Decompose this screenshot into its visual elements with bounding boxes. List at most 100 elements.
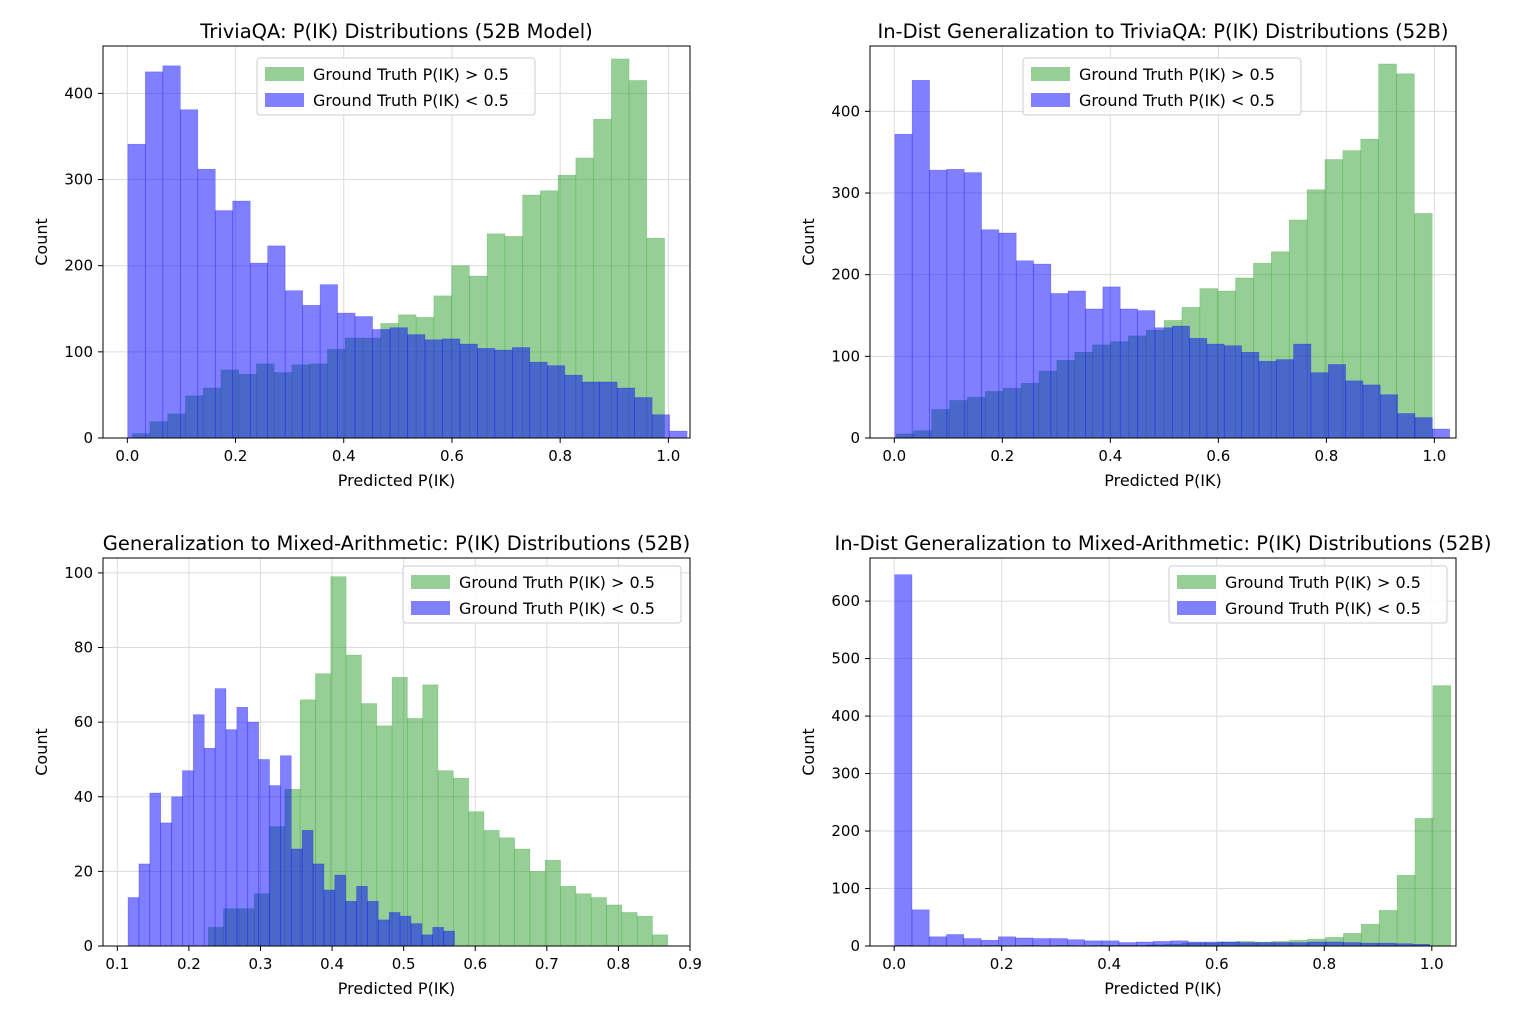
histogram-bar-blue: [494, 349, 513, 439]
x-tick-label: 0.6: [440, 447, 464, 465]
histogram-bar-blue: [1222, 941, 1241, 947]
histogram-bar-blue: [354, 316, 373, 439]
histogram-bar-blue: [389, 327, 408, 439]
histogram-bar-blue: [1136, 941, 1154, 947]
histogram-bar-blue: [911, 80, 930, 439]
histogram-bar-blue: [1187, 941, 1206, 947]
histogram-bar-blue: [236, 706, 249, 947]
x-tick-label: 0.2: [224, 447, 248, 465]
x-tick-label: 0.4: [332, 447, 356, 465]
histogram-bar-blue: [1345, 380, 1364, 439]
histogram-bar-blue: [356, 886, 368, 947]
histogram-bar-blue: [1171, 325, 1190, 439]
x-tick-label: 0.2: [177, 955, 201, 973]
y-axis-label: Count: [799, 218, 818, 266]
y-tick-label: 100: [831, 347, 860, 365]
x-axis-label: Predicted P(IK): [1104, 471, 1222, 490]
legend-swatch-green: [265, 67, 304, 81]
histogram-bar-blue: [1274, 942, 1292, 947]
histogram-bar-green: [1378, 910, 1398, 947]
histogram-bar-green: [437, 770, 454, 947]
y-axis-label: Count: [32, 728, 51, 776]
legend-entry-label: Ground Truth P(IK) < 0.5: [459, 599, 655, 618]
histogram-bar-blue: [1239, 942, 1258, 947]
histogram-bar-blue: [127, 897, 140, 947]
x-tick-label: 1.0: [656, 447, 680, 465]
histogram-bar-blue: [267, 245, 286, 439]
histogram-bar-blue: [980, 939, 999, 947]
x-tick-label: 0.4: [1098, 447, 1122, 465]
legend-frame: [402, 565, 682, 624]
y-tick-label: 0: [83, 429, 93, 447]
histogram-bar-blue: [443, 930, 455, 947]
histogram-bar-green: [1378, 63, 1397, 439]
legend-entry-label: Ground Truth P(IK) > 0.5: [313, 65, 509, 84]
histogram-bar-blue: [1101, 940, 1120, 947]
x-tick-label: 0.2: [990, 955, 1014, 973]
y-tick-label: 600: [831, 592, 860, 610]
histogram-bar-green: [575, 893, 592, 947]
y-tick-label: 300: [831, 765, 860, 783]
histogram-bar-blue: [1137, 310, 1156, 439]
histogram-bar-blue: [459, 343, 478, 439]
histogram-bar-blue: [1205, 941, 1223, 947]
y-tick-label: 0: [83, 937, 93, 955]
histogram-bar-blue: [1050, 293, 1069, 439]
histogram-bar-blue: [160, 822, 172, 947]
x-tick-label: 0.0: [882, 955, 906, 973]
histogram-bar-blue: [998, 232, 1017, 439]
plot-frame: [869, 557, 1457, 947]
histogram-bar-green: [529, 871, 546, 947]
legend-swatch-blue: [1031, 93, 1070, 107]
histogram-bar-blue: [1015, 260, 1034, 439]
histogram-bar-blue: [997, 936, 1016, 947]
series-blue: [127, 65, 688, 439]
x-tick-label: 0.8: [548, 447, 572, 465]
legend: Ground Truth P(IK) > 0.5 Ground Truth P(I…: [256, 57, 536, 116]
histogram-bar-blue: [599, 381, 618, 439]
x-tick-label: 0.8: [1312, 955, 1336, 973]
y-tick-label: 40: [74, 788, 93, 806]
histogram-bar-blue: [963, 172, 982, 439]
histogram-bar-blue: [1049, 938, 1068, 947]
histogram-bar-blue: [407, 334, 426, 439]
legend-entry-label: Ground Truth P(IK) > 0.5: [459, 573, 655, 592]
histogram-bar-blue: [247, 721, 259, 947]
legend-entry-label: Ground Truth P(IK) < 0.5: [1079, 91, 1275, 110]
y-tick-label: 100: [64, 343, 93, 361]
y-tick-label: 20: [74, 862, 93, 880]
histogram-bar-blue: [319, 284, 338, 439]
histogram-bar-blue: [378, 919, 390, 947]
histogram-bar-green: [1396, 874, 1416, 947]
histogram-bar-blue: [616, 387, 635, 439]
histogram-bar-blue: [946, 169, 965, 439]
histogram-bar-blue: [162, 65, 181, 439]
histogram-bar-blue: [1379, 394, 1398, 439]
legend-swatch-green: [411, 575, 450, 589]
histogram-bar-blue: [1154, 327, 1173, 439]
legend-entry-label: Ground Truth P(IK) > 0.5: [1079, 65, 1275, 84]
x-tick-label: 0.3: [249, 955, 273, 973]
histogram-bar-blue: [963, 938, 982, 947]
histogram-bar-green: [560, 886, 577, 947]
x-tick-label: 0.6: [463, 955, 487, 973]
histogram-bar-blue: [928, 936, 947, 947]
histogram-bar-blue: [1119, 308, 1138, 439]
plot-frame: [102, 557, 691, 947]
histogram-bar-blue: [1084, 940, 1103, 947]
x-tick-label: 0.0: [882, 447, 906, 465]
legend-entry-label: Ground Truth P(IK) > 0.5: [1225, 573, 1421, 592]
x-tick-label: 1.0: [1422, 447, 1446, 465]
histogram-bar-blue: [1397, 413, 1416, 439]
y-tick-label: 300: [64, 171, 93, 189]
histogram-bar-blue: [372, 329, 391, 439]
histogram-bar-blue: [1032, 938, 1051, 947]
x-axis-label: Predicted P(IK): [338, 979, 456, 998]
histogram-bar-blue: [249, 262, 268, 439]
histogram-bar-blue: [1362, 384, 1381, 439]
histogram-bar-blue: [197, 168, 216, 439]
chart-panel-3: 0.1 0.2 0.3 0.4 0.5 0.6 0.7 0.8 0.9 0 20 40 60 80 100 G…: [32, 532, 702, 998]
histogram-bar-green: [544, 859, 561, 947]
histogram-bar-blue: [546, 365, 566, 439]
